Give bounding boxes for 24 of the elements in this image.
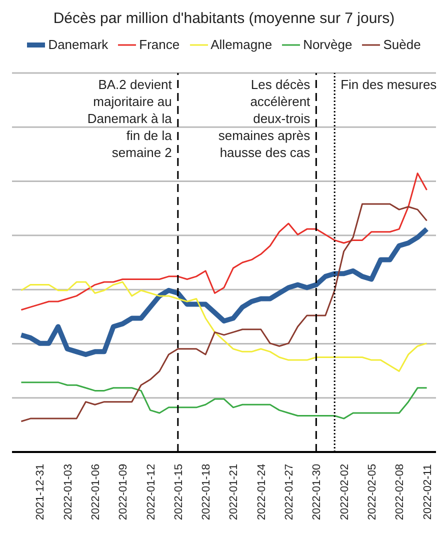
x-tick-label: 2022-01-21	[228, 464, 240, 520]
legend-label: France	[138, 37, 180, 52]
x-tick-label: 2022-02-08	[394, 464, 406, 520]
x-tick-label: 2022-01-09	[118, 464, 130, 520]
x-tick-label: 2022-01-06	[90, 464, 102, 520]
ref-line-label: Fin des mesures	[340, 77, 438, 92]
x-tick-label: 2022-01-18	[200, 464, 213, 520]
x-tick-label: 2022-01-15	[172, 464, 185, 520]
x-tick-label: 2021-12-31	[34, 464, 47, 520]
legend-label: Norvège	[302, 37, 352, 52]
ref-line-label: Les décès accélèrent deux-trois semaines après hausse des cas	[218, 77, 311, 160]
x-tick-label: 2022-02-02	[338, 464, 351, 520]
x-tick-label: 2022-01-12	[145, 464, 158, 520]
x-tick-label: 2022-02-05	[366, 464, 378, 520]
ref-line-label: BA.2 devient majoritaire au Danemark à la fin de la semaine 2	[87, 77, 173, 160]
x-tick-label: 2022-02-11	[422, 464, 434, 520]
x-tick-label: 2022-01-03	[62, 464, 74, 520]
legend-label: Allemagne	[210, 37, 272, 52]
legend-label: Danemark	[47, 37, 108, 52]
x-tick-label: 2022-01-27	[284, 464, 296, 520]
x-tick-label: 2022-01-30	[311, 464, 324, 520]
chart-title: Décès par million d'habitants (moyenne sur 7 jours)	[52, 10, 396, 27]
x-tick-label: 2022-01-24	[256, 464, 268, 520]
legend-label: Suède	[382, 37, 421, 52]
